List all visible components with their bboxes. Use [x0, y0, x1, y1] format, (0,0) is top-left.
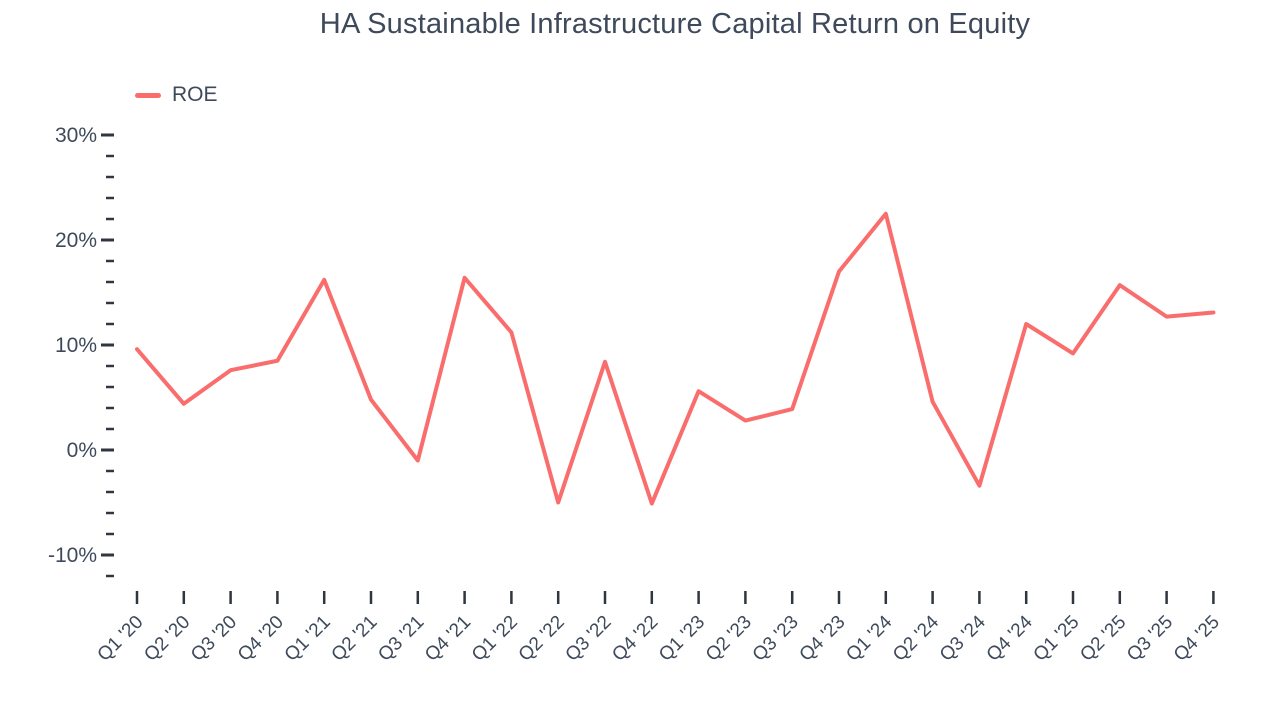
x-axis-tick-label: Q3 '20 — [187, 612, 241, 666]
x-axis-tick-label: Q4 '25 — [1170, 612, 1224, 666]
chart-title: HA Sustainable Infrastructure Capital Re… — [319, 8, 1031, 40]
x-axis-tick-label: Q1 '22 — [468, 612, 522, 666]
roe-line-series — [135, 211, 1216, 506]
x-axis-tick-label: Q3 '24 — [936, 611, 990, 665]
x-axis-tick-label: Q2 '21 — [328, 612, 382, 666]
x-axis-tick-label: Q3 '23 — [749, 612, 803, 666]
x-axis-tick-label: Q4 '22 — [608, 612, 662, 666]
y-axis-tick-label: -10% — [48, 544, 97, 567]
x-axis-tick-label: Q1 '23 — [655, 612, 709, 666]
x-axis-tick-label: Q4 '21 — [421, 612, 475, 666]
x-axis-tick-label: Q4 '23 — [796, 612, 850, 666]
y-axis-tick-label: 0% — [67, 439, 97, 462]
x-axis-tick-label: Q3 '22 — [562, 612, 616, 666]
x-axis-tick-label: Q2 '20 — [140, 612, 194, 666]
legend-line-swatch — [135, 92, 161, 98]
x-axis-tick-label: Q1 '24 — [842, 611, 896, 665]
legend-label: ROE — [172, 83, 218, 106]
x-axis-tick-label: Q2 '24 — [889, 611, 943, 665]
x-axis-tick-label: Q1 '21 — [281, 612, 335, 666]
x-axis-tick-label: Q1 '25 — [1030, 612, 1084, 666]
x-axis-tick-label: Q3 '21 — [374, 612, 428, 666]
x-axis-tick-label: Q2 '23 — [702, 612, 756, 666]
x-axis-tick-label: Q2 '25 — [1076, 612, 1130, 666]
y-axis-tick-label: 30% — [55, 124, 97, 147]
y-axis-tick-label: 10% — [55, 334, 97, 357]
x-axis-tick-label: Q2 '22 — [515, 612, 569, 666]
legend-item-roe[interactable]: ROE — [135, 83, 218, 107]
x-axis-tick-label: Q1 '20 — [94, 612, 148, 666]
y-axis-tick-label: 20% — [55, 229, 97, 252]
x-axis-tick-label: Q4 '24 — [983, 611, 1037, 665]
x-axis-tick-label: Q3 '25 — [1123, 612, 1177, 666]
x-axis-tick-label: Q4 '20 — [234, 612, 288, 666]
